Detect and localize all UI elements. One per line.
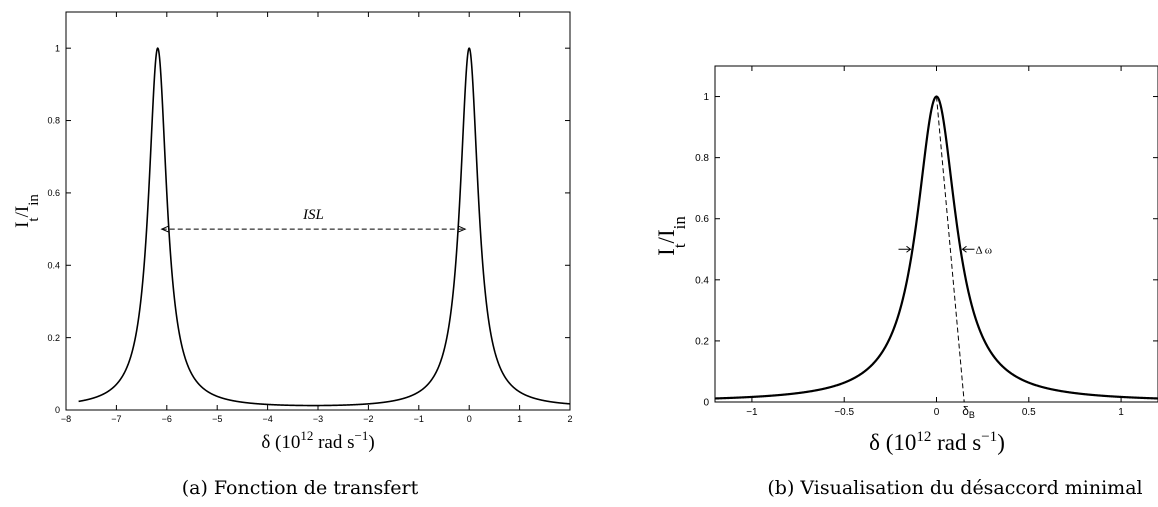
panel-a: −8 −7 −6 −5 −4 −3 −2 −1 0 1 2 0 0.2 0.4 0.6 0.8 1 ISL δ… bbox=[12, 11, 573, 499]
delta-b-label: δB bbox=[962, 404, 975, 420]
x-tick-label: −4 bbox=[262, 414, 272, 424]
half-width-arrow-right bbox=[961, 245, 975, 253]
x-tick-label: 1 bbox=[517, 414, 522, 424]
y-tick-label: 0.4 bbox=[47, 260, 60, 270]
caption-b: (b) Visualisation du désaccord minimal bbox=[767, 477, 1142, 499]
isl-label: ISL bbox=[302, 207, 324, 223]
x-tick-label: 0 bbox=[934, 407, 940, 418]
y-axis-label-a: It/Iin bbox=[12, 194, 42, 228]
y-tick-label: 0.8 bbox=[47, 116, 60, 126]
delta-omega-label: Δ ω bbox=[975, 244, 991, 256]
y-tick-label: 0 bbox=[703, 398, 709, 409]
x-tick-label: 0.5 bbox=[1022, 407, 1036, 418]
y-axis-label-b: It/Iin bbox=[654, 216, 689, 256]
y-tick-label: 0.6 bbox=[47, 188, 60, 198]
x-tick-label: 0 bbox=[467, 414, 472, 424]
x-tick-label: 1 bbox=[1118, 407, 1124, 418]
y-tick-label: 0.4 bbox=[695, 275, 709, 286]
x-tick-label: 2 bbox=[567, 414, 572, 424]
caption-a: (a) Fonction de transfert bbox=[182, 477, 419, 499]
tangent-dashed-line bbox=[936, 96, 965, 403]
y-tick-label: 0 bbox=[55, 405, 60, 415]
x-tick-label: −5 bbox=[212, 414, 222, 424]
y-axis-ticks-a: 0 0.2 0.4 0.6 0.8 1 bbox=[47, 43, 570, 415]
x-axis-ticks-a: −8 −7 −6 −5 −4 −3 −2 −1 0 1 2 bbox=[61, 12, 573, 424]
y-axis-ticks-b: 0 0.2 0.4 0.6 0.8 1 bbox=[695, 92, 1158, 409]
x-tick-label: −6 bbox=[162, 414, 172, 424]
y-tick-label: 1 bbox=[55, 43, 60, 53]
isl-arrow-right bbox=[458, 225, 467, 233]
x-axis-label-a: δ (1012 rad s−1) bbox=[261, 428, 374, 453]
x-tick-label: −0.5 bbox=[834, 407, 854, 418]
x-tick-label: −8 bbox=[61, 414, 71, 424]
y-tick-label: 1 bbox=[703, 92, 709, 103]
y-tick-label: 0.8 bbox=[695, 153, 709, 164]
plot-frame-b bbox=[714, 65, 1158, 403]
x-tick-label: −7 bbox=[111, 414, 121, 424]
y-tick-label: 0.6 bbox=[695, 214, 709, 225]
x-tick-label: −1 bbox=[746, 407, 758, 418]
x-axis-label-b: δ (1012 rad s−1) bbox=[869, 429, 1005, 455]
y-tick-label: 0.2 bbox=[695, 336, 709, 347]
x-tick-label: −1 bbox=[414, 414, 424, 424]
panel-b: −1 −0.5 0 0.5 1 0 0.2 0.4 0.6 0.8 1 Δ ω δB δ (101… bbox=[654, 65, 1158, 499]
lorentzian-curve bbox=[714, 95, 1158, 400]
isl-arrow-left bbox=[160, 225, 169, 233]
transfer-function-curve bbox=[78, 47, 571, 407]
x-tick-label: −2 bbox=[363, 414, 373, 424]
x-tick-label: −3 bbox=[313, 414, 323, 424]
half-width-arrow-left bbox=[898, 245, 912, 253]
x-axis-ticks-b: −1 −0.5 0 0.5 1 bbox=[746, 66, 1124, 418]
y-tick-label: 0.2 bbox=[47, 333, 60, 343]
